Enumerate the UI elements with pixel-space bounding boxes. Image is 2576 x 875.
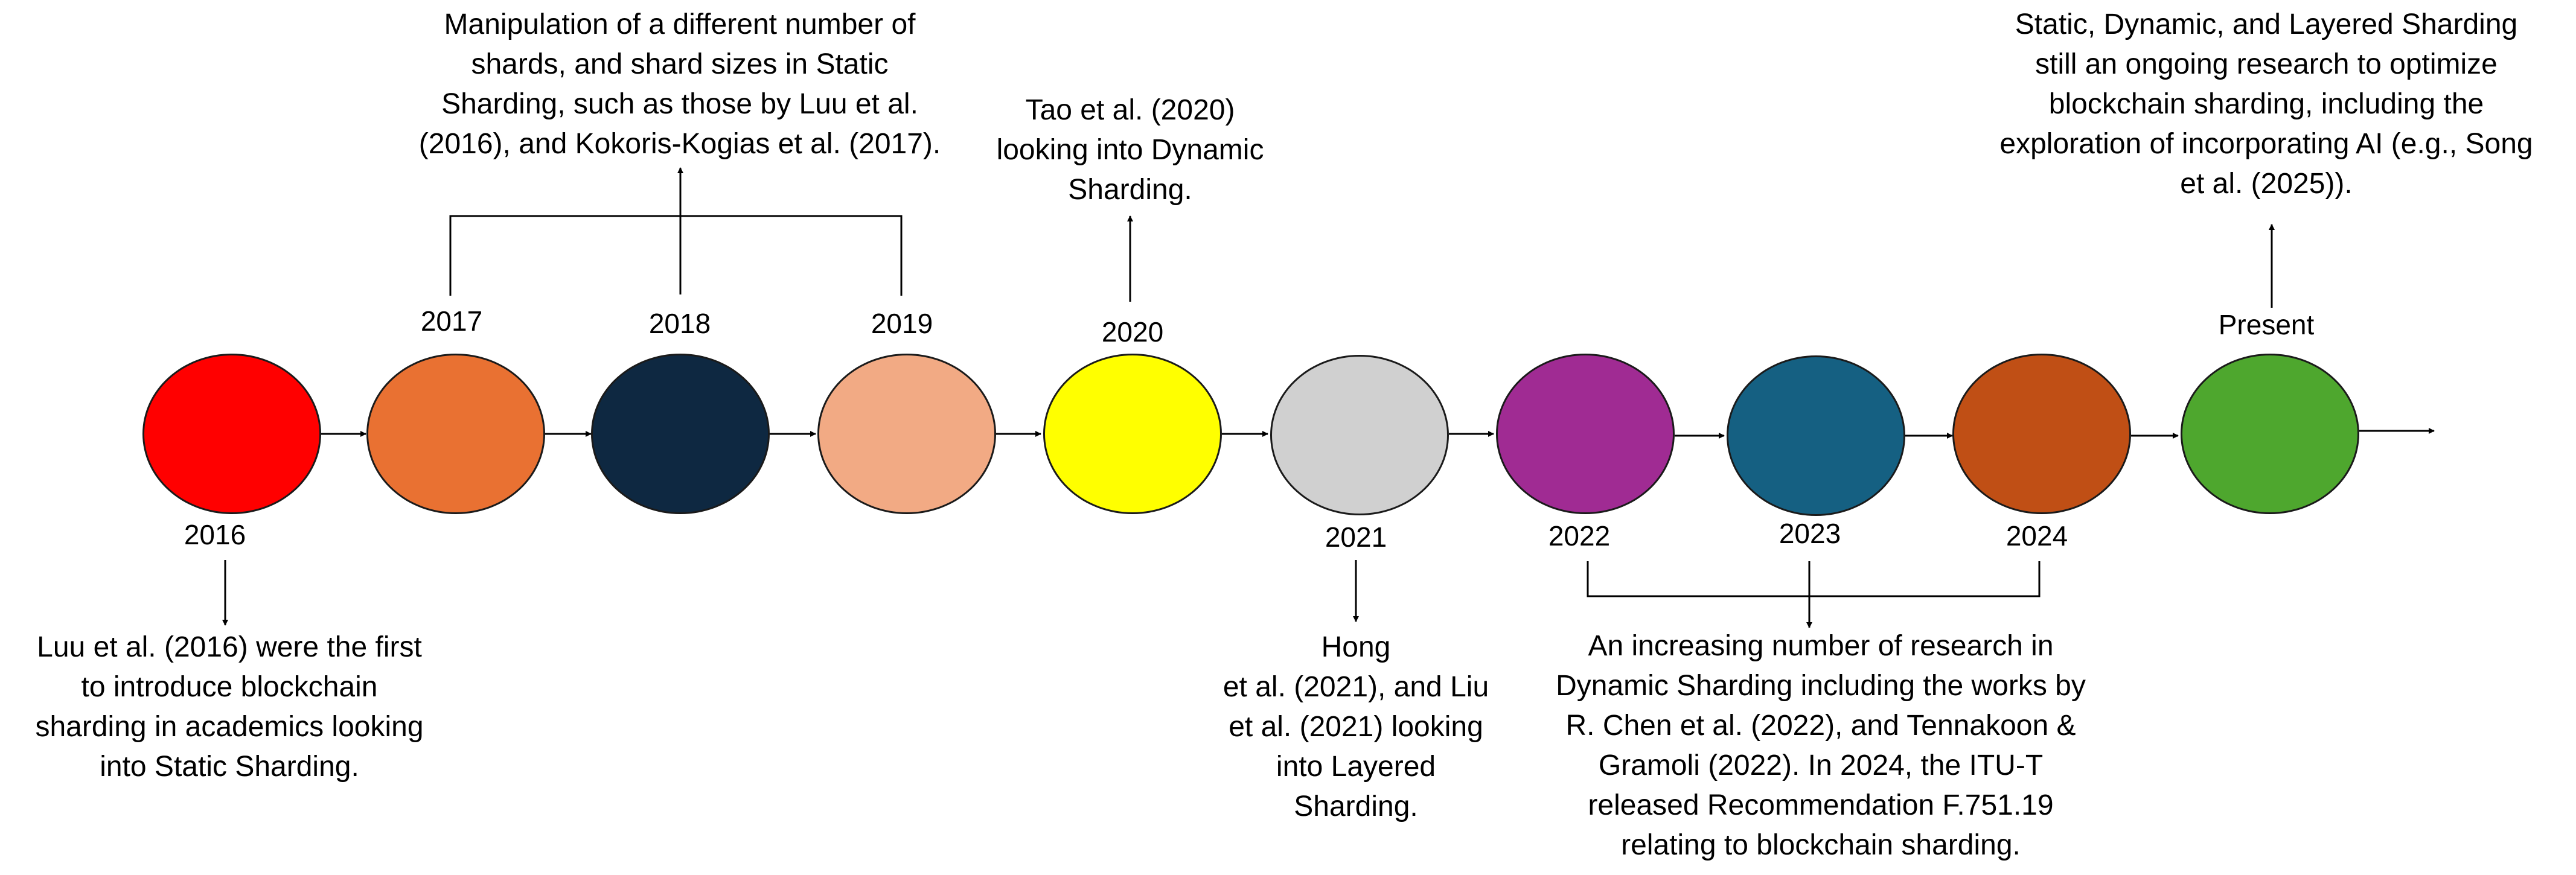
note-2017-2019: Manipulation of a different number of sh…: [418, 8, 941, 160]
milestone-present-label: Present: [2218, 309, 2315, 340]
milestone-2016-label: 2016: [184, 519, 246, 550]
note-present: Static, Dynamic, and Layered Sharding st…: [1999, 8, 2533, 200]
note-2016: Luu et al. (2016) were the first to intr…: [35, 631, 424, 783]
milestone-2020-circle: [1043, 354, 1222, 514]
note-2022-2024: An increasing number of research in Dyna…: [1556, 630, 2086, 861]
milestone-2017-circle: [366, 354, 545, 514]
milestone-2017-label: 2017: [420, 305, 483, 337]
bracket-2022-2024: [1587, 561, 2041, 597]
milestone-2024-circle: [1952, 354, 2131, 514]
milestone-2022-circle: [1496, 354, 1675, 514]
milestone-2021-label: 2021: [1325, 521, 1387, 553]
milestone-2021-circle: [1270, 355, 1449, 515]
milestone-present-circle: [2181, 354, 2359, 514]
note-2020: Tao et al. (2020) looking into Dynamic S…: [996, 94, 1264, 206]
milestone-2024-label: 2024: [2006, 520, 2068, 552]
milestone-2023-circle: [1727, 355, 1905, 516]
milestone-2019-label: 2019: [871, 308, 933, 339]
milestone-2018-label: 2018: [648, 308, 711, 339]
bracket-2017-2019: [449, 215, 903, 296]
milestone-2016-circle: [142, 354, 321, 514]
milestone-2019-circle: [817, 354, 996, 514]
milestone-2023-label: 2023: [1779, 518, 1841, 549]
milestone-2018-circle: [591, 354, 770, 514]
note-2021: Hong et al. (2021), and Liu et al. (2021…: [1222, 631, 1489, 822]
milestone-2020-label: 2020: [1101, 316, 1164, 348]
milestone-2022-label: 2022: [1548, 520, 1611, 552]
